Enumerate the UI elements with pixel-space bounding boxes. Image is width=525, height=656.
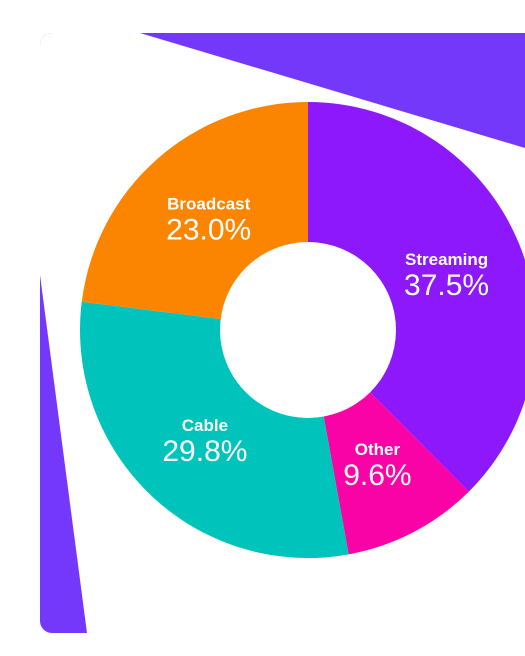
slice-value-other: 9.6%	[343, 459, 411, 492]
slice-label-other: Other	[355, 440, 401, 459]
slice-label-streaming: Streaming	[405, 250, 488, 269]
slice-label-cable: Cable	[182, 416, 228, 435]
slice-value-broadcast: 23.0%	[166, 214, 251, 247]
slice-value-cable: 29.8%	[162, 435, 247, 468]
donut-hole	[220, 242, 396, 418]
slice-label-broadcast: Broadcast	[167, 195, 250, 214]
slice-streaming	[308, 102, 525, 492]
slice-value-streaming: 37.5%	[404, 269, 489, 302]
